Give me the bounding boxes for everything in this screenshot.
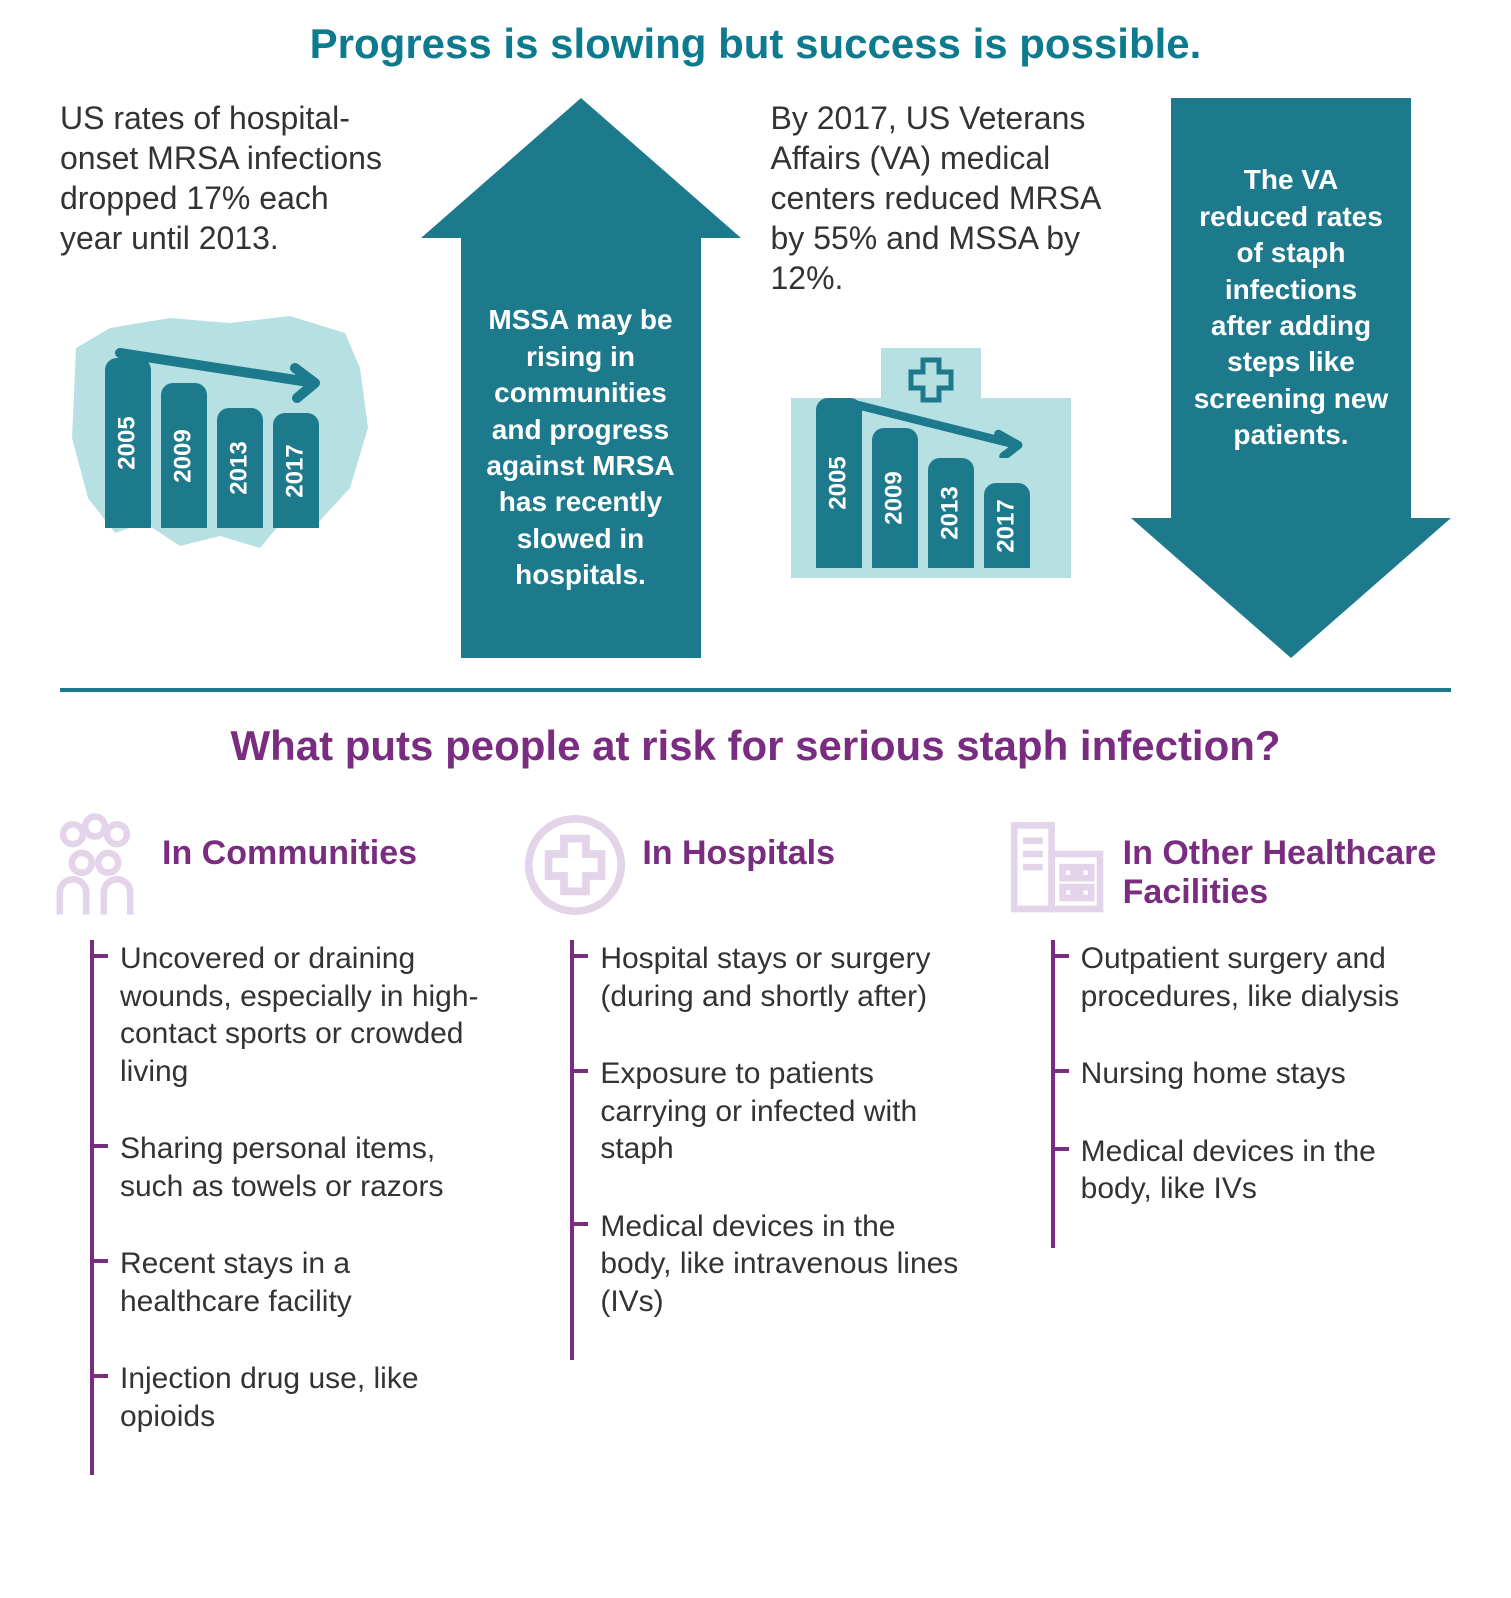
medical-cross-icon: [520, 810, 630, 920]
year-bar: 2013: [217, 408, 263, 528]
year-bar: 2005: [105, 358, 151, 528]
year-bar: 2009: [872, 428, 918, 568]
risk-column: In Other Healthcare Facilities Outpatient…: [1021, 810, 1451, 1475]
risk-heading: In Communities: [162, 834, 417, 873]
arrow-down-text: The VA reduced rates of staph infections…: [1193, 162, 1389, 453]
risk-item: Sharing personal items, such as towels o…: [94, 1130, 490, 1245]
big-down-arrow: The VA reduced rates of staph infections…: [1131, 98, 1451, 658]
risk-item: Hospital stays or surgery (during and sh…: [574, 940, 970, 1055]
year-bar-label: 2013: [226, 441, 254, 494]
section1-title: Progress is slowing but success is possi…: [60, 20, 1451, 68]
risk-column: In Hospitals Hospital stays or surgery (d…: [540, 810, 970, 1475]
section-divider: [60, 688, 1451, 692]
year-bar-label: 2013: [937, 486, 965, 539]
year-bar-label: 2009: [170, 429, 198, 482]
year-bar: 2017: [273, 413, 319, 528]
risk-item: Nursing home stays: [1055, 1055, 1451, 1133]
risk-item: Uncovered or draining wounds, especially…: [94, 940, 490, 1130]
hospital-mini-chart: 2005 2009 2013 2017: [771, 318, 1091, 598]
risk-column: In Communities Uncovered or draining woun…: [60, 810, 490, 1475]
year-bar: 2009: [161, 383, 207, 528]
year-bar-label: 2005: [825, 456, 853, 509]
people-icon: [40, 810, 150, 920]
section1-grid: US rates of hospital-onset MRSA infectio…: [60, 98, 1451, 658]
risk-item: Exposure to patients carrying or infecte…: [574, 1055, 970, 1208]
risk-item: Recent stays in a healthcare facility: [94, 1245, 490, 1360]
year-bar-label: 2017: [282, 444, 310, 497]
risk-item: Injection drug use, like opioids: [94, 1360, 490, 1475]
col-left: US rates of hospital-onset MRSA infectio…: [60, 98, 391, 558]
building-icon: [1001, 810, 1111, 920]
risk-list: Uncovered or draining wounds, especially…: [90, 940, 490, 1475]
year-bar: 2005: [816, 398, 862, 568]
year-bar: 2013: [928, 458, 974, 568]
risk-item: Medical devices in the body, like IVs: [1055, 1133, 1451, 1248]
section2-title: What puts people at risk for serious sta…: [60, 722, 1451, 770]
arrow-up-text: MSSA may be rising in communities and pr…: [483, 302, 679, 593]
left-text: US rates of hospital-onset MRSA infectio…: [60, 98, 391, 258]
risk-list: Outpatient surgery and procedures, like …: [1051, 940, 1451, 1248]
risk-heading: In Other Healthcare Facilities: [1123, 834, 1451, 912]
year-bar-label: 2005: [114, 416, 142, 469]
usa-mini-chart: 2005 2009 2013 2017: [60, 278, 380, 558]
risk-item: Medical devices in the body, like intrav…: [574, 1208, 970, 1361]
risk-list: Hospital stays or surgery (during and sh…: [570, 940, 970, 1360]
right-text: By 2017, US Veterans Affairs (VA) medica…: [771, 98, 1102, 298]
year-bar-label: 2009: [881, 471, 909, 524]
risk-item: Outpatient surgery and procedures, like …: [1055, 940, 1451, 1055]
big-up-arrow: MSSA may be rising in communities and pr…: [421, 98, 741, 658]
year-bar-label: 2017: [993, 499, 1021, 552]
risk-grid: In Communities Uncovered or draining woun…: [60, 810, 1451, 1475]
year-bar: 2017: [984, 483, 1030, 568]
col-right: By 2017, US Veterans Affairs (VA) medica…: [771, 98, 1102, 598]
risk-heading: In Hospitals: [642, 834, 835, 873]
